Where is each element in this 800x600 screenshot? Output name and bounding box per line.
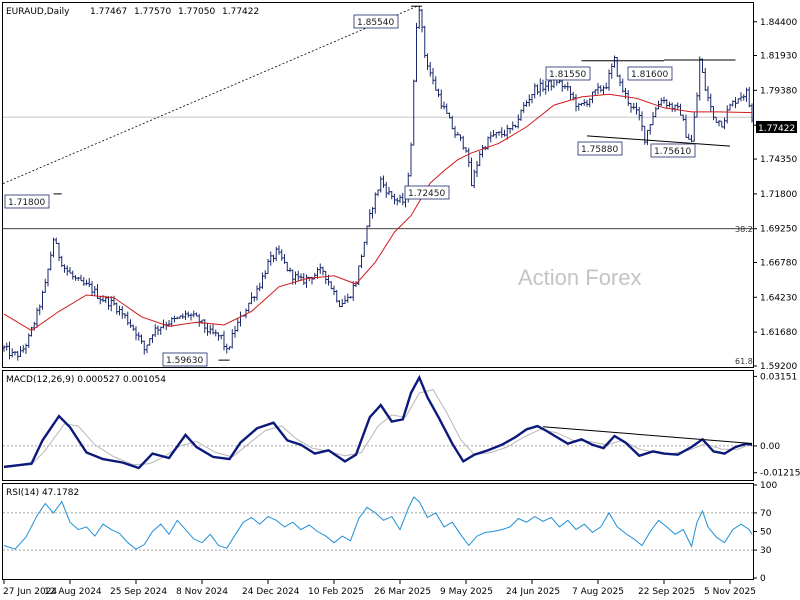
x-tick-label: 27 Jun 2024 <box>3 587 57 597</box>
price-close-readout: 1.77422 <box>222 7 259 17</box>
x-tick-label: 9 May 2025 <box>440 587 493 597</box>
annotation-159630: 1.59630 <box>166 356 203 366</box>
x-tick-label: 8 Nov 2024 <box>176 587 228 597</box>
price-y-tick-label: 1.69250 <box>760 225 797 235</box>
macd-y-tick-label: 0.00 <box>760 442 780 452</box>
price-open-readout: 1.77467 <box>90 7 127 17</box>
price-y-tick-label: 1.74350 <box>760 155 797 165</box>
annotation-175610: 1.75610 <box>654 147 691 157</box>
x-tick-label: 22 Sep 2025 <box>638 587 695 597</box>
current-price-label: 1.77422 <box>758 124 795 134</box>
x-tick-label: 24 Jun 2025 <box>506 587 560 597</box>
rsi-y-tick-label: 70 <box>760 509 772 519</box>
price-high-readout: 1.77570 <box>134 7 171 17</box>
current-price-box <box>756 121 797 133</box>
price-y-tick-label: 1.81930 <box>760 51 797 61</box>
x-tick-label: 7 Aug 2025 <box>572 587 624 597</box>
annotation-181600: 1.81600 <box>631 70 668 80</box>
annotation-box-175610 <box>650 143 696 158</box>
rsi-title: RSI(14) 47.1782 <box>6 488 79 498</box>
annotation-185540: 1.85540 <box>357 18 394 28</box>
rsi-y-tick-label: 0 <box>760 574 766 584</box>
x-tick-label: 26 Mar 2025 <box>374 587 431 597</box>
rsi-line <box>3 496 753 550</box>
annotation-175880: 1.75880 <box>581 145 618 155</box>
annotation-box-181600 <box>627 66 673 81</box>
macd-marks <box>3 374 753 470</box>
x-tick-label: 24 Dec 2024 <box>242 587 300 597</box>
macd-title: MACD(12,26,9) 0.000527 0.001054 <box>6 375 166 385</box>
fib-label-618: 61.8 <box>735 357 753 366</box>
annotation-box-175880 <box>577 141 623 156</box>
annotation-172450: 1.72450 <box>408 189 445 199</box>
annotation-181550: 1.81550 <box>549 70 586 80</box>
macd-trendline <box>542 426 753 444</box>
watermark: Action Forex <box>518 265 642 290</box>
support-trendline <box>586 135 731 147</box>
macd-signal-line <box>3 389 753 467</box>
price-y-tick-label: 1.64230 <box>760 293 797 303</box>
rsi-y-tick-label: 50 <box>760 528 772 538</box>
x-tick-label: 5 Nov 2025 <box>704 587 756 597</box>
x-tick-label: 12 Aug 2024 <box>44 587 102 597</box>
price-low-readout: 1.77050 <box>178 7 215 17</box>
ohlc-bar <box>750 103 754 123</box>
price-y-tick-label: 1.61680 <box>760 328 797 338</box>
macd-y-tick-label: 0.03151 <box>760 372 797 382</box>
price-title: EURAUD,Daily <box>6 7 70 17</box>
price-y-tick-label: 1.66780 <box>760 258 797 268</box>
annotation-box-159630 <box>162 352 208 367</box>
dotted-trendline <box>2 5 418 185</box>
annotation-171800: 1.71800 <box>8 198 45 208</box>
price-y-tick-label: 1.59200 <box>760 362 797 372</box>
macd-panel-frame <box>2 370 754 481</box>
annotation-box-181550 <box>545 66 591 81</box>
x-tick-label: 10 Feb 2025 <box>308 587 364 597</box>
annotation-box-185540 <box>353 14 399 29</box>
price-y-tick-label: 1.84400 <box>760 18 797 28</box>
x-tick-label: 25 Sep 2024 <box>110 587 167 597</box>
rsi-y-tick-label: 100 <box>760 481 777 491</box>
price-y-tick-label: 1.71800 <box>760 190 797 200</box>
rsi-marks <box>3 496 753 551</box>
moving-average-line <box>3 93 753 332</box>
annotation-box-171800 <box>4 194 50 209</box>
price-y-tick-label: 1.79380 <box>760 86 797 96</box>
annotation-box-172450 <box>404 185 450 200</box>
price-marks <box>2 5 754 361</box>
rsi-y-tick-label: 30 <box>760 546 772 556</box>
macd-y-tick-label: -0.012158 <box>760 469 800 479</box>
macd-line <box>3 374 753 470</box>
price-panel-frame <box>2 2 754 368</box>
fib-label-382: 38.2 <box>735 225 753 234</box>
axis-marks: 1.844001.819301.793801.768301.743501.718… <box>3 18 800 597</box>
